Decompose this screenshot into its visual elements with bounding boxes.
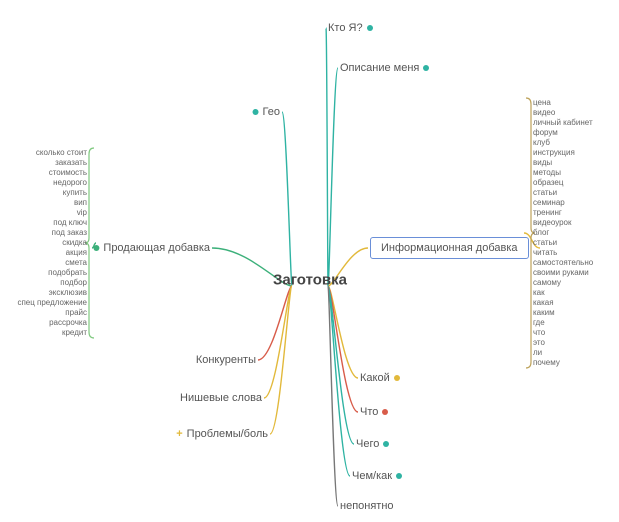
leaf-item: самостоятельно xyxy=(530,258,596,268)
leaf-item: тренинг xyxy=(530,208,596,218)
branch-label: Проблемы/боль xyxy=(187,428,268,440)
leaf-item: клуб xyxy=(530,138,596,148)
leaf-item: статьи xyxy=(530,238,596,248)
leaf-item: видео xyxy=(530,108,596,118)
expand-icon[interactable] xyxy=(253,109,259,115)
expand-icon[interactable] xyxy=(93,245,99,251)
leaf-column: ценавидеоличный кабинетфорумклубинструкц… xyxy=(530,98,596,368)
leaf-item: рассрочка xyxy=(0,318,90,328)
leaf-item: купить xyxy=(0,188,90,198)
leaf-item: самому xyxy=(530,278,596,288)
leaf-item: vip xyxy=(0,208,90,218)
edge-layer xyxy=(0,0,619,522)
leaf-item: виды xyxy=(530,158,596,168)
leaf-item: акция xyxy=(0,248,90,258)
branch-desc[interactable]: Описание меня xyxy=(340,62,433,74)
leaf-item: прайс xyxy=(0,308,90,318)
branch-kakoi[interactable]: Какой xyxy=(360,372,404,384)
branch-chto[interactable]: Что xyxy=(360,406,392,418)
leaf-item: какая xyxy=(530,298,596,308)
branch-label: Конкуренты xyxy=(196,354,256,366)
leaf-item: образец xyxy=(530,178,596,188)
branch-comp[interactable]: Конкуренты xyxy=(196,354,256,366)
branch-nepon[interactable]: непонятно xyxy=(340,500,394,512)
leaf-column: сколько стоитзаказатьстоимостьнедорогоку… xyxy=(0,148,90,338)
leaf-item: ли xyxy=(530,348,596,358)
leaf-item: подбор xyxy=(0,278,90,288)
leaf-item: заказать xyxy=(0,158,90,168)
leaf-item: своими руками xyxy=(530,268,596,278)
branch-label: Какой xyxy=(360,372,390,384)
leaf-item: скидка xyxy=(0,238,90,248)
branch-niche[interactable]: Нишевые слова xyxy=(180,392,262,404)
branch-label: Информационная добавка xyxy=(381,242,518,254)
leaf-item: семинар xyxy=(530,198,596,208)
branch-pain[interactable]: + Проблемы/боль xyxy=(172,428,268,440)
leaf-item: под заказ xyxy=(0,228,90,238)
expand-icon[interactable] xyxy=(382,409,388,415)
leaf-item: это xyxy=(530,338,596,348)
branch-who[interactable]: Кто Я? xyxy=(328,22,377,34)
branch-label: Продающая добавка xyxy=(103,242,210,254)
leaf-item: где xyxy=(530,318,596,328)
expand-icon[interactable] xyxy=(423,65,429,71)
leaf-item: инструкция xyxy=(530,148,596,158)
leaf-item: стоимость xyxy=(0,168,90,178)
branch-label: Описание меня xyxy=(340,62,419,74)
branch-label: Нишевые слова xyxy=(180,392,262,404)
leaf-item: читать xyxy=(530,248,596,258)
leaf-item: вип xyxy=(0,198,90,208)
leaf-item: сколько стоит xyxy=(0,148,90,158)
leaf-item: методы xyxy=(530,168,596,178)
leaf-item: спец предложение xyxy=(0,298,90,308)
leaf-item: цена xyxy=(530,98,596,108)
leaf-item: недорого xyxy=(0,178,90,188)
branch-label: Кто Я? xyxy=(328,22,363,34)
leaf-item: кредит xyxy=(0,328,90,338)
leaf-item: почему xyxy=(530,358,596,368)
expand-icon[interactable] xyxy=(396,473,402,479)
leaf-item: статьи xyxy=(530,188,596,198)
branch-chemkak[interactable]: Чем/как xyxy=(352,470,406,482)
leaf-item: смета xyxy=(0,258,90,268)
branch-label: Гео xyxy=(263,106,280,118)
branch-label: Чего xyxy=(356,438,379,450)
leaf-item: видеоурок xyxy=(530,218,596,228)
expand-icon[interactable] xyxy=(383,441,389,447)
expand-icon[interactable] xyxy=(394,375,400,381)
leaf-item: эксклюзив xyxy=(0,288,90,298)
expand-icon[interactable]: + xyxy=(176,428,182,440)
branch-label: Что xyxy=(360,406,378,418)
branch-chego[interactable]: Чего xyxy=(356,438,393,450)
leaf-item: как xyxy=(530,288,596,298)
center-node: Заготовка xyxy=(265,268,355,293)
branch-sell[interactable]: Продающая добавка xyxy=(89,242,210,254)
branch-geo[interactable]: Гео xyxy=(249,106,280,118)
leaf-item: подобрать xyxy=(0,268,90,278)
leaf-item: форум xyxy=(530,128,596,138)
leaf-item: блог xyxy=(530,228,596,238)
branch-info[interactable]: Информационная добавка xyxy=(370,237,529,259)
leaf-item: личный кабинет xyxy=(530,118,596,128)
expand-icon[interactable] xyxy=(367,25,373,31)
leaf-item: каким xyxy=(530,308,596,318)
branch-label: непонятно xyxy=(340,500,394,512)
leaf-item: под ключ xyxy=(0,218,90,228)
branch-label: Чем/как xyxy=(352,470,392,482)
leaf-item: что xyxy=(530,328,596,338)
